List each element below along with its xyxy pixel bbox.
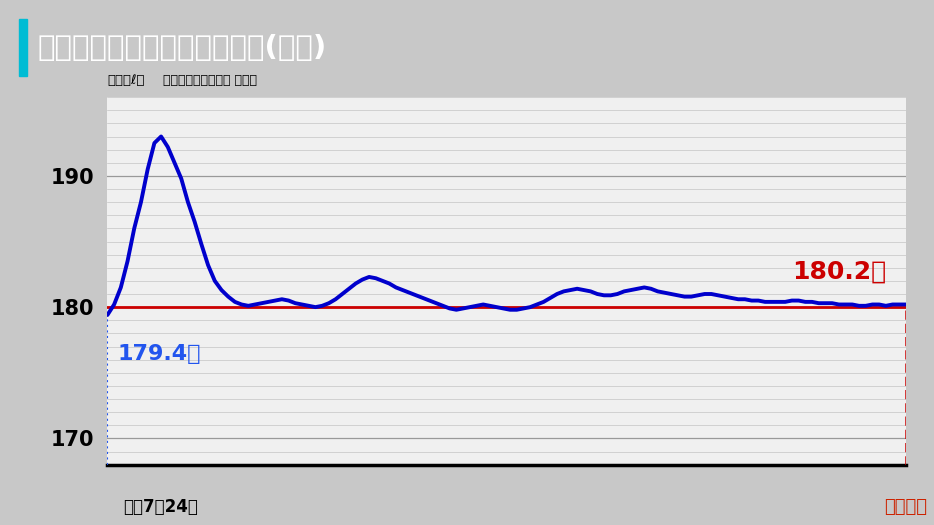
Text: （石油情報センター 調べ）: （石油情報センター 調べ） (163, 74, 258, 87)
Text: 去年7月24日: 去年7月24日 (123, 498, 199, 516)
Text: 179.4円: 179.4円 (118, 344, 201, 364)
Text: おととい: おととい (884, 498, 927, 516)
Text: レギュラーガソリン平均価格(県内): レギュラーガソリン平均価格(県内) (37, 34, 327, 62)
Text: （円／ℓ）: （円／ℓ） (107, 74, 145, 87)
Text: 180.2円: 180.2円 (792, 259, 885, 284)
Bar (19, 19, 27, 76)
